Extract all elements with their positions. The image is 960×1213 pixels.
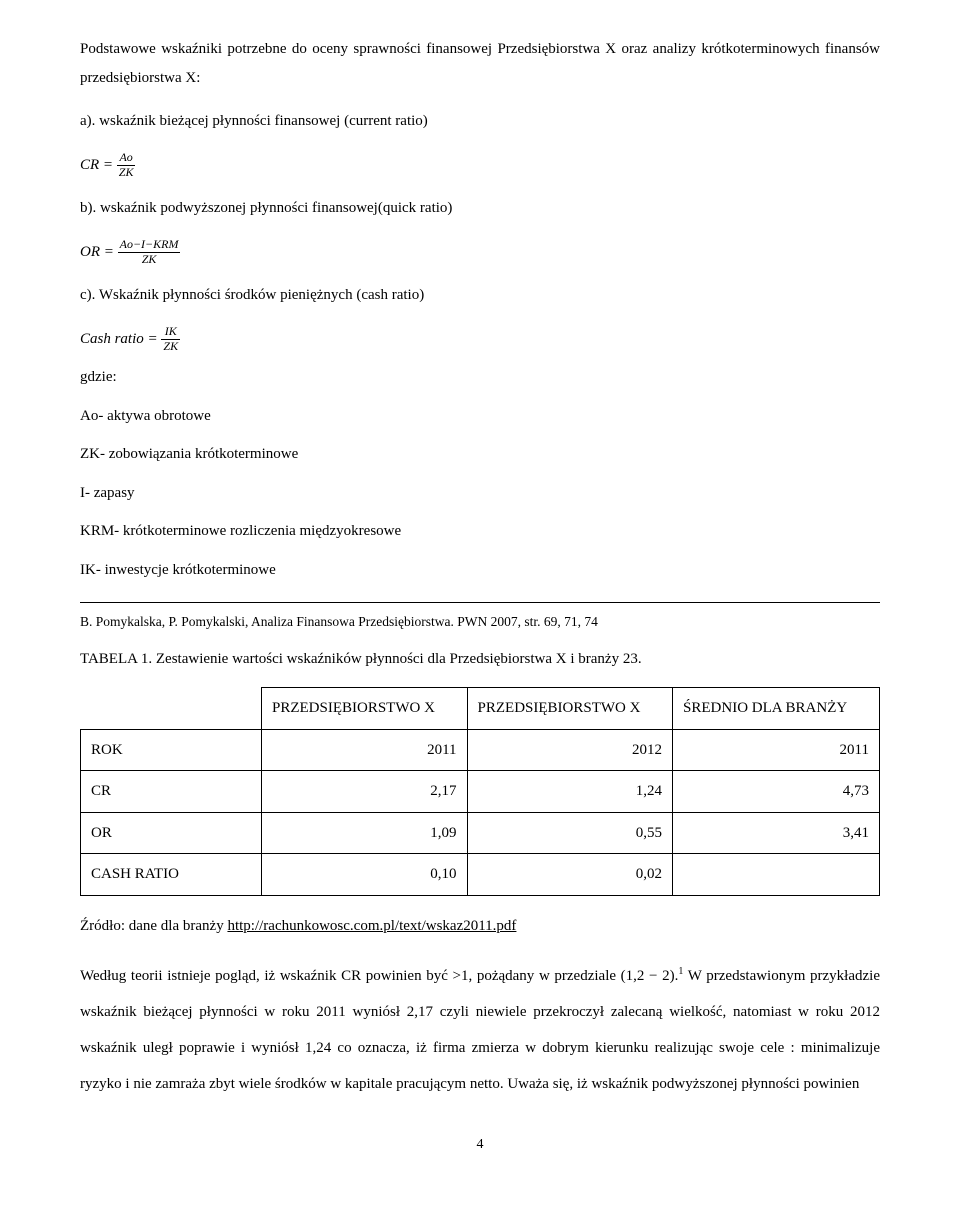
page-number: 4 — [80, 1132, 880, 1159]
body-text-2: W przedstawionym przykładzie wskaźnik bi… — [80, 968, 880, 1092]
table-row-label: CR — [81, 771, 262, 813]
table-cell: 2012 — [467, 729, 673, 771]
table-cell: 0,55 — [467, 812, 673, 854]
section-a-label: a). wskaźnik bieżącej płynności finansow… — [80, 107, 880, 136]
table-cell: 2011 — [262, 729, 468, 771]
def-ao: Ao- aktywa obrotowe — [80, 402, 880, 431]
table-cell — [673, 854, 880, 896]
table-cell: 0,02 — [467, 854, 673, 896]
table-cell: 1,24 — [467, 771, 673, 813]
analysis-paragraph: Według teorii istnieje pogląd, iż wskaźn… — [80, 958, 880, 1102]
table-col-header: PRZEDSIĘBIORSTWO X — [467, 688, 673, 730]
def-zk: ZK- zobowiązania krótkoterminowe — [80, 440, 880, 469]
source-link[interactable]: http://rachunkowosc.com.pl/text/wskaz201… — [227, 918, 516, 934]
formula-cash-frac: IK ZK — [161, 325, 180, 352]
table-row: ROK 2011 2012 2011 — [81, 729, 880, 771]
formula-cash-numerator: IK — [161, 325, 180, 339]
table-row: PRZEDSIĘBIORSTWO X PRZEDSIĘBIORSTWO X ŚR… — [81, 688, 880, 730]
formula-cr-frac: Ao ZK — [117, 151, 136, 178]
table-row: CASH RATIO 0,10 0,02 — [81, 854, 880, 896]
formula-cr-lhs: CR = — [80, 157, 113, 173]
table-cell: 2,17 — [262, 771, 468, 813]
table-source-line: Źródło: dane dla branży http://rachunkow… — [80, 912, 880, 941]
formula-cash-denominator: ZK — [161, 340, 180, 353]
def-i: I- zapasy — [80, 479, 880, 508]
footnote-source: B. Pomykalska, P. Pomykalski, Analiza Fi… — [80, 609, 880, 635]
formula-cr-denominator: ZK — [117, 166, 136, 179]
formula-cr-numerator: Ao — [117, 151, 136, 165]
table-row: OR 1,09 0,55 3,41 — [81, 812, 880, 854]
formula-or-numerator: Ao−I−KRM — [118, 238, 181, 252]
formula-or-denominator: ZK — [118, 253, 181, 266]
intro-paragraph: Podstawowe wskaźniki potrzebne do oceny … — [80, 35, 880, 92]
table-caption: TABELA 1. Zestawienie wartości wskaźnikó… — [80, 645, 880, 674]
formula-or: OR = Ao−I−KRM ZK — [80, 238, 880, 267]
formula-cr: CR = Ao ZK — [80, 151, 880, 180]
def-ik: IK- inwestycje krótkoterminowe — [80, 556, 880, 585]
table-row-label: CASH RATIO — [81, 854, 262, 896]
section-c-label: c). Wskaźnik płynności środków pieniężny… — [80, 281, 880, 310]
table-cell: 2011 — [673, 729, 880, 771]
document-page: Podstawowe wskaźniki potrzebne do oceny … — [0, 0, 960, 1199]
table-row-label: OR — [81, 812, 262, 854]
table-row-label: ROK — [81, 729, 262, 771]
def-where: gdzie: — [80, 363, 880, 392]
source-prefix: Źródło: dane dla branży — [80, 918, 227, 934]
table-empty-corner — [81, 688, 262, 730]
table-row: CR 2,17 1,24 4,73 — [81, 771, 880, 813]
table-col-header: ŚREDNIO DLA BRANŻY — [673, 688, 880, 730]
table-cell: 1,09 — [262, 812, 468, 854]
formula-cash-lhs: Cash ratio = — [80, 331, 158, 347]
table-cell: 0,10 — [262, 854, 468, 896]
section-b-label: b). wskaźnik podwyższonej płynności fina… — [80, 194, 880, 223]
formula-cash: Cash ratio = IK ZK — [80, 325, 880, 354]
def-krm: KRM- krótkoterminowe rozliczenia międzyo… — [80, 517, 880, 546]
formula-or-frac: Ao−I−KRM ZK — [118, 238, 181, 265]
table-cell: 3,41 — [673, 812, 880, 854]
ratios-table: PRZEDSIĘBIORSTWO X PRZEDSIĘBIORSTWO X ŚR… — [80, 687, 880, 896]
body-text-1: Według teorii istnieje pogląd, iż wskaźn… — [80, 968, 621, 984]
body-interval: (1,2 − 2). — [621, 968, 679, 984]
definitions-block: gdzie: Ao- aktywa obrotowe ZK- zobowiąza… — [80, 363, 880, 584]
table-col-header: PRZEDSIĘBIORSTWO X — [262, 688, 468, 730]
table-cell: 4,73 — [673, 771, 880, 813]
divider-line — [80, 602, 880, 603]
formula-or-lhs: OR = — [80, 244, 114, 260]
